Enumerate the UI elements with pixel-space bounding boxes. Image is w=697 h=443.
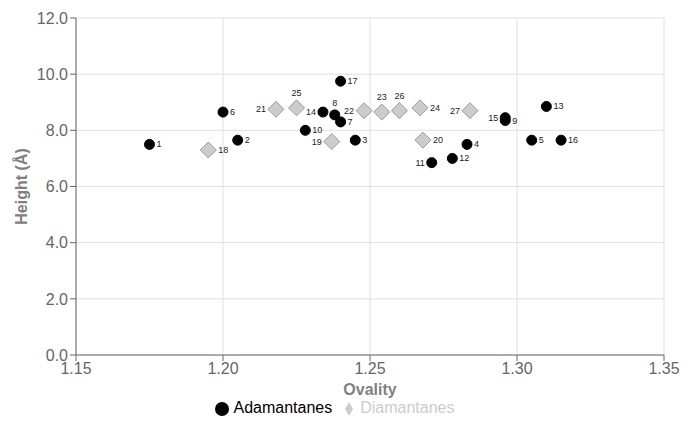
svg-text:25: 25 bbox=[291, 88, 301, 98]
svg-text:6: 6 bbox=[230, 107, 235, 117]
svg-text:11: 11 bbox=[415, 158, 424, 168]
svg-text:12.0: 12.0 bbox=[37, 10, 68, 27]
svg-text:5: 5 bbox=[539, 135, 544, 145]
svg-text:6.0: 6.0 bbox=[46, 178, 68, 195]
svg-text:20: 20 bbox=[433, 135, 443, 145]
svg-text:1.35: 1.35 bbox=[648, 360, 679, 377]
svg-text:1.30: 1.30 bbox=[501, 360, 532, 377]
svg-text:17: 17 bbox=[348, 76, 358, 86]
svg-text:Ovality: Ovality bbox=[343, 381, 396, 398]
svg-text:2: 2 bbox=[245, 135, 250, 145]
svg-text:13: 13 bbox=[553, 101, 563, 111]
svg-text:9: 9 bbox=[512, 116, 517, 126]
svg-text:22: 22 bbox=[344, 106, 354, 116]
svg-text:1.20: 1.20 bbox=[207, 360, 238, 377]
svg-text:Height (Å): Height (Å) bbox=[12, 148, 30, 224]
svg-text:8: 8 bbox=[332, 98, 337, 108]
svg-text:18: 18 bbox=[218, 145, 228, 155]
svg-text:2.0: 2.0 bbox=[46, 291, 68, 308]
svg-text:16: 16 bbox=[568, 135, 578, 145]
svg-text:4.0: 4.0 bbox=[46, 234, 68, 251]
svg-text:7: 7 bbox=[348, 117, 353, 127]
svg-text:14: 14 bbox=[306, 107, 316, 117]
svg-text:0.0: 0.0 bbox=[46, 347, 68, 364]
svg-text:4: 4 bbox=[474, 139, 479, 149]
svg-text:1.25: 1.25 bbox=[354, 360, 385, 377]
svg-text:10: 10 bbox=[312, 125, 322, 135]
svg-text:8.0: 8.0 bbox=[46, 122, 68, 139]
svg-text:26: 26 bbox=[394, 91, 404, 101]
html-text:Adamantanes: Adamantanes bbox=[233, 399, 333, 416]
svg-text:23: 23 bbox=[377, 92, 387, 102]
svg-text:1.15: 1.15 bbox=[60, 360, 92, 378]
svg-text:24: 24 bbox=[430, 103, 440, 113]
svg-text:3: 3 bbox=[362, 135, 367, 145]
svg-text:12: 12 bbox=[459, 153, 469, 163]
svg-text:10.0: 10.0 bbox=[37, 66, 68, 83]
svg-text:27: 27 bbox=[450, 106, 460, 116]
svg-text:1: 1 bbox=[157, 139, 162, 149]
svg-text:21: 21 bbox=[256, 104, 266, 114]
html-text:Diamantanes: Diamantanes bbox=[360, 399, 455, 416]
svg-text:19: 19 bbox=[312, 137, 322, 147]
svg-text:15: 15 bbox=[488, 113, 498, 123]
